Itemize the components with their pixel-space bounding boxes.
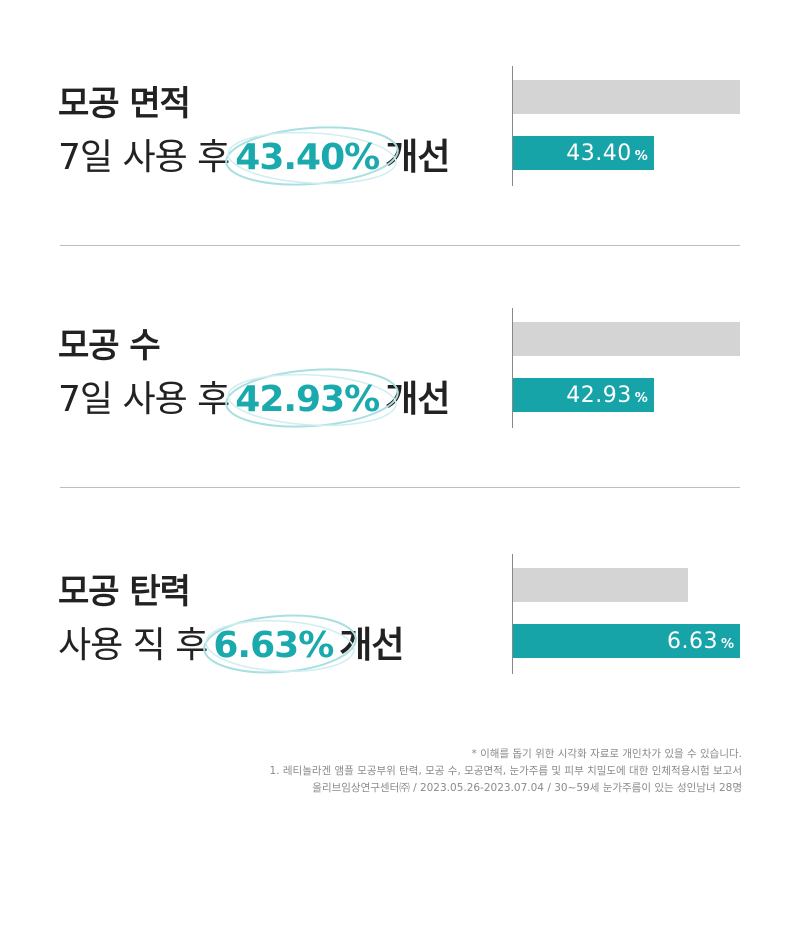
bar-after: 42.93 %	[513, 378, 654, 412]
bar-data-label: 42.93	[566, 382, 632, 408]
bar-data-label: 6.63	[666, 628, 718, 654]
percent-highlight: 6.63%	[203, 614, 358, 674]
section-title: 모공 탄력	[58, 572, 191, 612]
chart-axis	[512, 66, 513, 186]
bar-chart: 6.63 %	[512, 554, 752, 674]
bar-before	[513, 322, 740, 356]
chart-axis	[512, 554, 513, 674]
percent-value: 43.40%	[235, 137, 380, 178]
footnote-study: 1. 레티놀라겐 앰플 모공부위 탄력, 모공 수, 모공면적, 눈가주름 및 …	[269, 765, 742, 777]
bar-data-unit: %	[634, 148, 648, 164]
footnote-disclaimer: * 이해를 돕기 위한 시각화 자료로 개인차가 있을 수 있습니다.	[471, 748, 742, 760]
section-pore-count: 모공 수 7일 사용 후 42.93% 개선 42.93 %	[0, 308, 800, 488]
headline: 7일 사용 후 43.40% 개선	[58, 126, 450, 186]
footnote-source: 올리브임상연구센터㈜ / 2023.05.26-2023.07.04 / 30~…	[312, 782, 742, 794]
bar-chart: 43.40 %	[512, 66, 752, 186]
bar-after: 6.63 %	[513, 624, 740, 658]
headline: 사용 직 후 6.63% 개선	[58, 614, 405, 674]
section-pore-area: 모공 면적 7일 사용 후 43.40% 개선 43.40 %	[0, 66, 800, 246]
bar-after: 43.40 %	[513, 136, 654, 170]
percent-value: 6.63%	[213, 625, 334, 666]
bar-chart: 42.93 %	[512, 308, 752, 428]
bar-before	[513, 80, 740, 114]
percent-highlight: 42.93%	[225, 368, 400, 428]
headline-prefix: 7일 사용 후	[58, 379, 230, 420]
headline-prefix: 사용 직 후	[58, 625, 208, 666]
section-title: 모공 면적	[58, 84, 191, 124]
headline-suffix: 개선	[339, 625, 404, 666]
swoosh-ellipse-icon	[225, 368, 400, 428]
divider	[60, 487, 740, 488]
bar-data-label: 43.40	[566, 140, 632, 166]
bar-before	[513, 568, 688, 602]
chart-axis	[512, 308, 513, 428]
divider	[60, 245, 740, 246]
bar-data-unit: %	[634, 390, 648, 406]
swoosh-ellipse-icon	[203, 614, 358, 674]
headline: 7일 사용 후 42.93% 개선	[58, 368, 450, 428]
swoosh-ellipse-icon	[225, 126, 400, 186]
section-pore-elasticity: 모공 탄력 사용 직 후 6.63% 개선 6.63 %	[0, 554, 800, 734]
footnote: * 이해를 돕기 위한 시각화 자료로 개인차가 있을 수 있습니다. 1. 레…	[270, 746, 742, 797]
percent-value: 42.93%	[235, 379, 380, 420]
bar-data-unit: %	[720, 636, 734, 652]
percent-highlight: 43.40%	[225, 126, 400, 186]
section-title: 모공 수	[58, 326, 161, 366]
headline-prefix: 7일 사용 후	[58, 137, 230, 178]
